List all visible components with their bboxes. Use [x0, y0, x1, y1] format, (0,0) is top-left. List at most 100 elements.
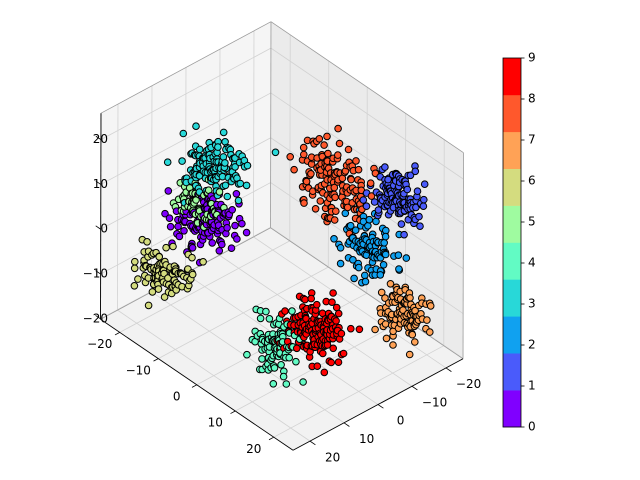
scatter-point-class-9 [339, 349, 348, 358]
scatter-point-class-8 [343, 203, 352, 212]
x-tick-label: 20 [246, 442, 261, 456]
scatter-point-class-9 [313, 300, 321, 309]
colorbar-tick-label: 2 [528, 338, 536, 352]
scatter-point-class-7 [411, 338, 419, 346]
scatter-point-class-8 [302, 177, 311, 186]
scatter-point-class-3 [219, 128, 228, 137]
scatter-point-class-1 [370, 198, 379, 206]
colorbar-tick-label: 5 [528, 215, 536, 229]
scatter-point-class-2 [365, 215, 374, 224]
scatter-point-class-3 [178, 157, 186, 165]
z-tick-label: −10 [83, 267, 108, 281]
scatter-point-class-2 [355, 263, 363, 272]
gridline-z-wall-y [100, 47, 272, 140]
scatter-point-class-3 [234, 196, 243, 205]
scatter-point-class-2 [376, 271, 385, 279]
scatter-point-class-4 [270, 364, 279, 372]
scatter-point-class-0 [164, 187, 173, 195]
scatter-point-class-8 [323, 132, 331, 141]
scatter-point-class-4 [256, 314, 265, 323]
y-tick-mark [377, 404, 384, 409]
scatter-point-class-6 [130, 264, 139, 273]
colorbar: 0 1 2 3 4 5 6 7 8 9 [502, 51, 536, 434]
scatter-point-class-7 [386, 280, 395, 288]
z-tick-label: 20 [93, 132, 108, 146]
colorbar-segment-0 [503, 390, 521, 428]
scatter-point-class-2 [402, 254, 411, 262]
scatter-point-class-8 [331, 193, 339, 202]
colorbar-tick-label: 1 [528, 379, 536, 393]
scatter-point-class-8 [324, 149, 332, 158]
scatter-point-class-3 [195, 145, 204, 154]
scatter-point-class-1 [416, 222, 424, 230]
scatter-point-class-8 [352, 157, 360, 165]
scatter-point-class-8 [320, 141, 328, 149]
scatter-point-class-2 [380, 239, 389, 247]
z-tick-mark [95, 180, 102, 185]
scatter-point-class-6 [188, 253, 196, 262]
scatter-point-class-8 [332, 207, 340, 215]
scatter-point-class-4 [258, 355, 266, 363]
scatter-point-class-0 [228, 206, 236, 214]
scatter-point-class-6 [144, 301, 153, 310]
colorbar-tick-label: 7 [528, 133, 536, 147]
scatter-point-class-9 [320, 368, 329, 377]
scatter-point-class-8 [330, 183, 339, 192]
scatter-point-class-8 [344, 145, 353, 154]
colorbar-tick-label: 9 [528, 51, 536, 65]
scatter-point-class-7 [382, 334, 391, 343]
scatter-point-class-1 [406, 171, 415, 180]
scatter-point-class-4 [285, 353, 294, 362]
axis-ticks: −20 −10 0 10 20 −20 −10 0 10 20 −20 −10 0 10 20 [83, 132, 482, 464]
scatter-point-class-2 [350, 274, 358, 283]
z-tick-mark [95, 225, 101, 230]
scatter-point-class-6 [130, 282, 139, 290]
scatter-point-class-9 [313, 362, 322, 371]
scatter-point-class-2 [379, 261, 388, 269]
y-tick-mark [343, 422, 350, 427]
scatter-point-class-4 [265, 315, 274, 323]
scatter-point-class-3 [231, 163, 239, 171]
scatter-point-class-2 [381, 232, 390, 241]
scatter-point-class-0 [188, 244, 197, 252]
scatter-point-class-7 [377, 288, 386, 297]
axes-3d: −20 −10 0 10 20 −20 −10 0 10 20 −20 −10 0 10 20 [83, 21, 482, 464]
scatter-point-class-8 [300, 150, 308, 159]
scatter-point-class-9 [293, 344, 301, 353]
scatter-point-class-3 [223, 192, 232, 201]
x-tick-label: 0 [173, 390, 181, 404]
scatter-point-class-6 [154, 285, 163, 293]
scatter-points [130, 122, 435, 388]
x-tick-mark [153, 358, 159, 362]
scatter-point-class-1 [362, 202, 371, 210]
scatter-point-class-0 [161, 209, 169, 218]
scatter-point-class-4 [292, 357, 300, 366]
scatter-point-class-4 [269, 380, 278, 388]
scatter-point-class-2 [364, 222, 372, 230]
scatter-point-class-3 [163, 158, 172, 166]
scatter-point-class-8 [347, 175, 355, 184]
scatter-point-class-9 [329, 289, 337, 297]
scatter-point-class-6 [160, 293, 169, 301]
scatter-point-class-9 [334, 309, 343, 318]
scatter-point-class-6 [148, 288, 157, 296]
scatter-point-class-7 [426, 328, 434, 336]
scatter-point-class-3 [242, 181, 251, 190]
y-tick-label: 20 [325, 450, 340, 464]
gridline-y-floor [253, 236, 447, 369]
scatter-point-class-0 [242, 228, 251, 237]
scatter-point-class-4 [279, 372, 288, 381]
scatter-point-class-3 [271, 148, 280, 157]
colorbar-segment-1 [503, 353, 521, 391]
scatter-point-class-2 [346, 221, 355, 230]
x-tick-mark [230, 410, 236, 414]
scatter-point-class-7 [423, 316, 431, 324]
scatter-point-class-7 [408, 330, 417, 339]
z-tick-mark [95, 315, 101, 320]
scatter-point-class-0 [223, 224, 231, 232]
scatter-point-class-1 [397, 220, 406, 228]
scatter-point-class-9 [301, 295, 309, 304]
colorbar-segment-8 [503, 94, 521, 133]
pane-edge [100, 21, 272, 114]
